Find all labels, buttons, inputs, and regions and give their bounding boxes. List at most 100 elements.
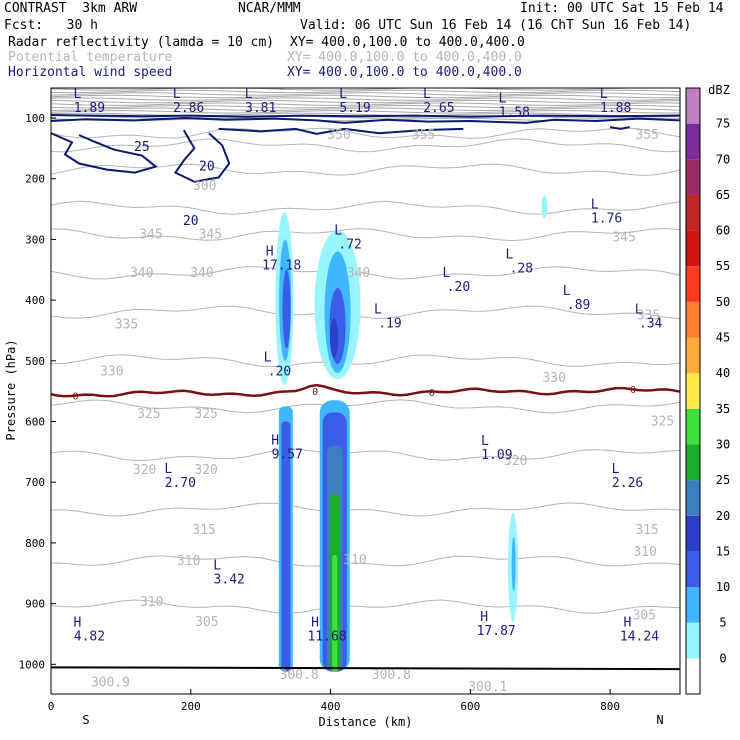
valid-time: Valid: 06 UTC Sun 16 Feb 14 (16 ChT Sun … bbox=[300, 18, 692, 33]
theta-label: 310 bbox=[343, 553, 366, 568]
extremum-type-label: L bbox=[443, 266, 451, 281]
surface-line bbox=[51, 666, 680, 671]
field3-label: Horizontal wind speed bbox=[8, 65, 173, 80]
extremum-type-label: L bbox=[481, 434, 489, 449]
extremum-type-label: L bbox=[339, 87, 347, 102]
extremum-value-label: 3.42 bbox=[214, 572, 245, 587]
theta-isoline-upper bbox=[51, 99, 680, 104]
colorbar-tick-label: 30 bbox=[716, 437, 730, 451]
theta-isoline-upper bbox=[51, 89, 680, 94]
theta-label: 310 bbox=[633, 545, 656, 560]
extremum-type-label: H bbox=[480, 610, 488, 625]
extremum-type-label: L bbox=[173, 87, 181, 102]
theta-label: 335 bbox=[637, 308, 660, 323]
extremum-value-label: 1.58 bbox=[499, 106, 530, 121]
colorbar-tick-label: 50 bbox=[716, 295, 730, 309]
colorbar-swatch bbox=[686, 159, 700, 195]
colorbar-swatch bbox=[686, 194, 700, 231]
extremum-value-label: .20 bbox=[268, 364, 291, 379]
extremum-type-label: L bbox=[374, 302, 382, 317]
theta-label: 300.1 bbox=[468, 680, 507, 695]
extremum-type-label: L bbox=[591, 197, 599, 212]
extremum-type-label: L bbox=[74, 87, 82, 102]
extremum-value-label: .34 bbox=[639, 316, 663, 331]
field2-xy: XY= 400.0,100.0 to 400.0,400.0 bbox=[287, 50, 522, 65]
y-tick-label: 400 bbox=[25, 294, 45, 307]
field1-xy: XY= 400.0,100.0 to 400.0,400.0 bbox=[290, 35, 525, 50]
theta-label: 315 bbox=[635, 523, 658, 538]
theta-isoline bbox=[51, 200, 680, 215]
y-tick-label: 700 bbox=[25, 476, 45, 489]
theta-isoline bbox=[51, 599, 680, 614]
theta-isoline bbox=[51, 448, 680, 462]
colorbar-tick-label: 20 bbox=[716, 509, 730, 523]
colorbar-tick-label: 70 bbox=[716, 152, 730, 166]
x-tick-label: 600 bbox=[460, 700, 480, 713]
field3-xy: XY= 400.0,100.0 to 400.0,400.0 bbox=[287, 65, 522, 80]
extremum-type-label: L bbox=[505, 248, 513, 263]
extremum-value-label: 2.26 bbox=[612, 476, 643, 491]
theta-label: 325 bbox=[194, 407, 217, 422]
colorbar-swatch bbox=[686, 408, 700, 445]
theta-isoline-upper bbox=[51, 107, 680, 112]
theta-label: 325 bbox=[137, 407, 160, 422]
colorbar-swatch bbox=[686, 373, 700, 409]
extremum-value-label: 9.57 bbox=[272, 447, 303, 462]
colorbar-swatch bbox=[686, 480, 700, 516]
colorbar-swatch bbox=[686, 444, 700, 481]
theta-label: 330 bbox=[542, 371, 565, 386]
extremum-type-label: L bbox=[245, 87, 253, 102]
colorbar-tick-label: 40 bbox=[716, 366, 730, 380]
extremum-value-label: 5.19 bbox=[339, 101, 370, 116]
theta-label: 355 bbox=[412, 128, 435, 143]
extremum-value-label: 4.82 bbox=[74, 630, 105, 645]
colorbar-tick-label: 15 bbox=[716, 544, 730, 558]
y-tick-label: 900 bbox=[25, 598, 45, 611]
theta-isoline-upper bbox=[51, 112, 680, 117]
freezing-level-contour bbox=[51, 383, 680, 398]
colorbar-tick-label: 0 bbox=[719, 651, 726, 665]
extremum-type-label: H bbox=[624, 616, 632, 631]
theta-isoline-upper bbox=[51, 92, 680, 96]
colorbar-swatch bbox=[686, 337, 700, 374]
theta-label: 340 bbox=[190, 266, 213, 281]
extremum-value-label: .20 bbox=[447, 280, 470, 295]
y-tick-label: 800 bbox=[25, 537, 45, 550]
colorbar-unit-label: dBZ bbox=[708, 83, 730, 97]
theta-label: 330 bbox=[100, 365, 123, 380]
y-tick-label: 300 bbox=[25, 233, 45, 246]
theta-isoline bbox=[51, 502, 680, 517]
y-tick-label: 100 bbox=[25, 112, 45, 125]
colorbar-swatch bbox=[686, 123, 700, 160]
center-label: NCAR/MMM bbox=[238, 1, 301, 16]
reflectivity-15dbz-upper-west bbox=[282, 269, 291, 349]
colorbar-swatch bbox=[686, 301, 700, 338]
extremum-value-label: 1.76 bbox=[591, 211, 622, 226]
theta-isoline bbox=[51, 227, 680, 242]
extremum-value-label: .19 bbox=[378, 316, 401, 331]
theta-label: 320 bbox=[194, 463, 217, 478]
extremum-type-label: L bbox=[423, 87, 431, 102]
init-time: Init: 00 UTC Sat 15 Feb 14 bbox=[520, 1, 724, 16]
extremum-type-label: L bbox=[600, 87, 608, 102]
colorbar-tick-label: 45 bbox=[716, 331, 730, 345]
theta-label: 335 bbox=[115, 317, 138, 332]
colorbar-swatch bbox=[686, 230, 700, 267]
theta-label: 300 bbox=[193, 179, 216, 194]
theta-label: 345 bbox=[612, 231, 635, 246]
extremum-type-label: H bbox=[74, 616, 82, 631]
extremum-value-label: 3.81 bbox=[245, 101, 276, 116]
theta-label: 355 bbox=[635, 128, 658, 143]
extremum-type-label: H bbox=[311, 616, 319, 631]
theta-label: 345 bbox=[139, 228, 162, 243]
y-tick-label: 600 bbox=[25, 416, 45, 429]
extremum-value-label: 1.09 bbox=[481, 448, 512, 463]
wind-speed-label: 20 bbox=[183, 214, 199, 229]
y-tick-label: 1000 bbox=[19, 658, 46, 671]
theta-label: 305 bbox=[195, 615, 218, 630]
extremum-type-label: L bbox=[213, 558, 221, 573]
wind-speed-label: 25 bbox=[134, 140, 150, 155]
theta-isoline bbox=[51, 138, 680, 153]
colorbar-swatch bbox=[686, 88, 700, 124]
